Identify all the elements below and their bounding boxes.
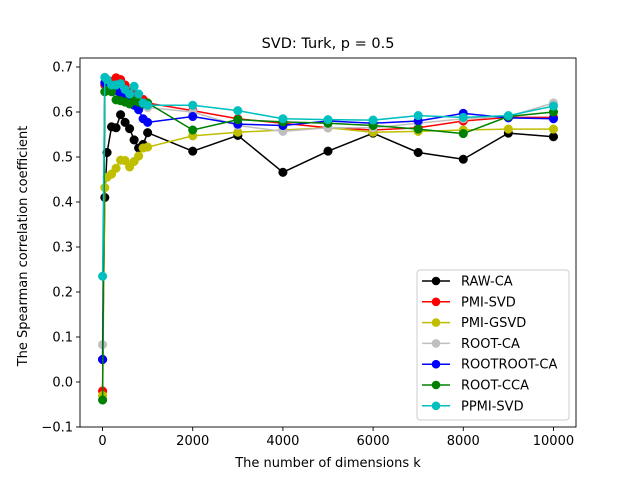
data-point-ppmi-svd [413,111,423,121]
x-tick-label: 6000 [357,434,390,449]
legend-label: PMI-SVD [461,295,516,310]
data-point-ppmi-svd [188,100,198,110]
axes-frame [79,57,577,428]
legend: RAW-CA PMI-SVD PMI-GSVD ROOT-CA ROOTROOT-CA R… [416,269,570,421]
data-point-ppmi-svd [503,111,513,121]
data-point-raw-ca [188,146,198,156]
legend-label: PPMI-SVD [461,399,524,414]
x-tick-label: 4000 [266,434,299,449]
legend-marker [431,380,441,390]
y-tick-label: 0.6 [52,106,73,121]
data-point-root-cca [98,395,108,405]
data-point-root-cca [458,129,468,139]
legend-label: RAW-CA [461,275,513,290]
legend-label: ROOT-CA [461,337,520,352]
data-point-ppmi-svd [278,114,288,124]
data-point-raw-ca [129,135,139,145]
data-point-pmi-gsvd [134,151,144,161]
data-point-ppmi-svd [98,271,108,281]
data-point-raw-ca [116,110,126,120]
legend-label: ROOTROOT-CA [461,358,557,373]
data-point-ppmi-svd [323,115,333,125]
y-tick-label: −0.1 [41,421,73,436]
legend-marker [431,297,441,307]
data-point-pmi-gsvd [503,124,513,134]
y-tick-label: 0.0 [52,376,73,391]
y-tick-label: 0.1 [52,331,73,346]
data-point-raw-ca [143,128,153,138]
chart-title: SVD: Turk, p = 0.5 [262,36,395,52]
legend-marker [431,339,441,348]
data-point-raw-ca [548,132,559,142]
x-tick-label: 0 [98,434,106,449]
x-tick-label: 10000 [533,434,574,449]
x-tick-label: 2000 [176,434,209,449]
data-point-raw-ca [458,154,468,164]
y-tick-label: 0.4 [52,196,73,211]
y-tick-label: 0.2 [52,286,73,301]
data-point-pmi-gsvd [548,124,559,134]
data-point-rootroot-ca [188,111,198,122]
data-point-raw-ca [120,117,130,127]
data-point-raw-ca [111,123,121,133]
data-point-ppmi-svd [233,106,243,116]
legend-label: ROOT-CCA [461,379,529,394]
y-tick-label: 0.3 [52,241,73,256]
data-point-pmi-gsvd [120,156,130,166]
x-axis-label: The number of dimensions k [234,456,421,471]
data-point-root-cca [233,115,243,125]
data-point-raw-ca [278,167,288,177]
y-tick-label: 0.5 [52,151,73,166]
legend-label: PMI-GSVD [461,316,526,331]
data-point-ppmi-svd [129,81,139,91]
data-point-ppmi-svd [125,89,135,99]
data-point-rootroot-ca [143,117,153,127]
data-point-raw-ca [413,147,423,158]
data-point-raw-ca [323,146,333,156]
data-point-root-cca [188,125,198,135]
plot-area: 0 2000 4000 6000 8000 10000 −0.1 0.0 0.1 0.2 0.3 0.… [41,57,577,449]
data-point-ppmi-svd [548,101,559,111]
data-point-ppmi-svd [134,89,144,99]
legend-marker [431,276,441,286]
x-tick-label: 8000 [447,434,480,449]
legend-box [416,269,570,421]
data-point-ppmi-svd [143,100,153,110]
data-point-root-cca [413,124,423,134]
y-tick-label: 0.7 [52,61,73,76]
data-point-pmi-gsvd [111,163,121,173]
legend-marker [431,318,441,327]
legend-marker [431,401,441,411]
y-axis-label: The Spearman correlation coefficient [16,126,31,368]
data-point-ppmi-svd [368,115,378,125]
legend-marker [431,359,441,369]
data-point-raw-ca [125,124,135,134]
data-point-ppmi-svd [458,112,468,122]
data-point-pmi-gsvd [143,142,153,152]
